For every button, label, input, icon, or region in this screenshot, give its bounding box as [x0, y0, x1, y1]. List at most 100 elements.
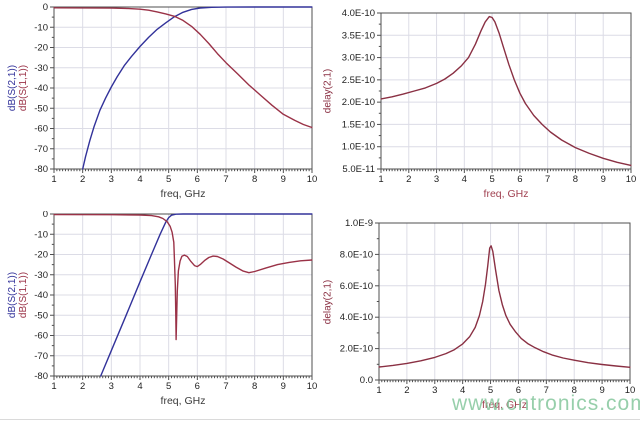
chart-sparams-bottom-left: 1 2 3 4 5 6 7 8 9 10 0 -10 -20 -30 -40 -50 -60 -70 -80 dB(… [0, 211, 320, 422]
svg-text:8: 8 [573, 174, 578, 185]
svg-text:10: 10 [307, 381, 318, 392]
svg-text:2: 2 [404, 385, 409, 396]
svg-text:10: 10 [307, 174, 318, 185]
svg-text:3: 3 [434, 174, 439, 185]
svg-text:-10: -10 [34, 22, 48, 33]
svg-text:2.0E-10: 2.0E-10 [342, 97, 375, 108]
svg-text:9: 9 [599, 385, 604, 396]
svg-text:-20: -20 [34, 43, 48, 54]
grid-lines [54, 7, 312, 169]
svg-text:0: 0 [43, 211, 48, 220]
svg-text:8: 8 [572, 385, 577, 396]
y-axis-ticks: 4.0E-10 3.5E-10 3.0E-10 2.5E-10 2.0E-10 1.5E-… [342, 8, 381, 175]
y-axis-label-delay: delay(2,1) [322, 279, 334, 324]
svg-text:4: 4 [137, 381, 142, 392]
svg-text:1: 1 [51, 381, 56, 392]
svg-text:1.5E-10: 1.5E-10 [342, 119, 375, 130]
x-axis-ticks: 1 2 3 4 5 6 7 8 9 10 [51, 169, 317, 185]
y-axis-ticks: 0 -10 -20 -30 -40 -50 -60 -70 -80 [34, 2, 54, 175]
svg-text:1: 1 [376, 385, 381, 396]
svg-text:7: 7 [545, 174, 550, 185]
chart-sparams-top-left: 1 2 3 4 5 6 7 8 9 10 0 -10 -20 -30 -40 -50 -60 -70 -80 dB(… [0, 0, 320, 211]
plot-border [378, 222, 631, 381]
svg-text:5: 5 [166, 174, 171, 185]
svg-text:4: 4 [460, 385, 465, 396]
svg-text:10: 10 [625, 385, 636, 396]
svg-text:10: 10 [626, 174, 637, 185]
series-delay-2-1- [378, 245, 631, 369]
watermark: www.cntronics.com [452, 392, 640, 415]
plot-canvas-delay-bottom-right: 1 2 3 4 5 6 7 8 9 10 1.0E-9 8.0E-10 6.0E-10 4.0E-10 2.… [340, 218, 636, 396]
grid-lines [381, 13, 631, 169]
svg-text:1.0E-10: 1.0E-10 [342, 142, 375, 153]
y-axis-label-delay: delay(2,1) [322, 68, 334, 114]
svg-text:6.0E-10: 6.0E-10 [340, 281, 373, 292]
svg-text:7: 7 [223, 381, 228, 392]
svg-text:-40: -40 [34, 290, 48, 301]
series-db-s-2-1- [81, 6, 313, 170]
y-axis-label: dB(S(2,1)) dB(S(1,1)) [7, 65, 29, 111]
y-axis-ticks: 0 -10 -20 -30 -40 -50 -60 -70 -80 [34, 211, 54, 382]
series-db-s-1-1- [53, 213, 313, 341]
svg-text:8.0E-10: 8.0E-10 [340, 249, 373, 260]
svg-text:7: 7 [544, 385, 549, 396]
svg-text:2: 2 [406, 174, 411, 185]
svg-text:9: 9 [601, 174, 606, 185]
svg-text:4: 4 [137, 174, 142, 185]
svg-text:-60: -60 [34, 124, 48, 135]
svg-text:-50: -50 [34, 310, 48, 321]
svg-text:9: 9 [281, 174, 286, 185]
svg-text:-10: -10 [34, 229, 48, 240]
svg-text:-30: -30 [34, 270, 48, 281]
plot-canvas-delay-top-right: 1 2 3 4 5 6 7 8 9 10 4.0E-10 3.5E-10 3.0E-10 2.5E-10 2… [342, 8, 637, 185]
svg-text:-40: -40 [34, 83, 48, 94]
svg-text:6: 6 [516, 385, 521, 396]
svg-text:9: 9 [281, 381, 286, 392]
y-axis-label: dB(S(2,1)) dB(S(1,1)) [7, 272, 29, 318]
plot-border [53, 6, 313, 170]
svg-text:1.0E-9: 1.0E-9 [345, 218, 373, 229]
svg-text:-20: -20 [34, 250, 48, 261]
svg-text:2: 2 [80, 174, 85, 185]
series-db-s-2-1- [99, 213, 313, 377]
svg-text:2.0E-10: 2.0E-10 [340, 344, 373, 355]
y-axis-ticks: 1.0E-9 8.0E-10 6.0E-10 4.0E-10 2.0E-10 0.0 [340, 218, 379, 386]
x-axis-label: freq, GHz [483, 188, 529, 200]
plot-canvas-sparams-top-left: 1 2 3 4 5 6 7 8 9 10 0 -10 -20 -30 -40 -50 -60 -70 -80 [34, 2, 317, 185]
svg-text:3.0E-10: 3.0E-10 [342, 53, 375, 64]
svg-text:4.0E-10: 4.0E-10 [340, 312, 373, 323]
x-axis-ticks: 1 2 3 4 5 6 7 8 9 10 [378, 169, 636, 185]
svg-text:8: 8 [252, 174, 257, 185]
x-axis-label: freq, GHz [160, 395, 206, 407]
svg-text:3: 3 [432, 385, 437, 396]
svg-text:4.0E-10: 4.0E-10 [342, 8, 375, 19]
svg-text:5: 5 [166, 381, 171, 392]
svg-text:3: 3 [109, 381, 114, 392]
svg-text:0: 0 [43, 2, 48, 13]
chart-group-delay-top-right: 1 2 3 4 5 6 7 8 9 10 4.0E-10 3.5E-10 3.0E-10 2.5E-10 2… [320, 0, 640, 211]
y-axis-label-s11: dB(S(1,1)) [18, 64, 29, 112]
grid-lines [379, 223, 630, 380]
page-bottom-divider [0, 419, 640, 420]
svg-text:6: 6 [195, 381, 200, 392]
plot-canvas-sparams-bottom-left: 1 2 3 4 5 6 7 8 9 10 0 -10 -20 -30 -40 -50 -60 -70 -80 [34, 211, 317, 392]
svg-text:-50: -50 [34, 103, 48, 114]
svg-text:5: 5 [488, 385, 493, 396]
svg-text:-80: -80 [34, 164, 48, 175]
svg-text:-80: -80 [34, 371, 48, 382]
svg-text:2: 2 [80, 381, 85, 392]
grid-lines [54, 214, 312, 376]
svg-text:8: 8 [252, 381, 257, 392]
y-axis-label: delay(2,1) [323, 69, 334, 113]
x-axis-label: freq, GHz [160, 188, 206, 200]
x-axis-label: freq, GHz [482, 399, 527, 411]
x-axis-ticks: 1 2 3 4 5 6 7 8 9 10 [51, 376, 317, 392]
svg-text:3.5E-10: 3.5E-10 [342, 30, 375, 41]
y-axis-label-s11: dB(S(1,1)) [18, 271, 29, 319]
svg-text:1: 1 [51, 174, 56, 185]
svg-text:5: 5 [489, 174, 494, 185]
svg-text:-60: -60 [34, 331, 48, 342]
chart-group-delay-bottom-right: 1 2 3 4 5 6 7 8 9 10 1.0E-9 8.0E-10 6.0E-10 4.0E-10 2.… [320, 211, 640, 422]
series-delay-2-1- [380, 15, 632, 167]
